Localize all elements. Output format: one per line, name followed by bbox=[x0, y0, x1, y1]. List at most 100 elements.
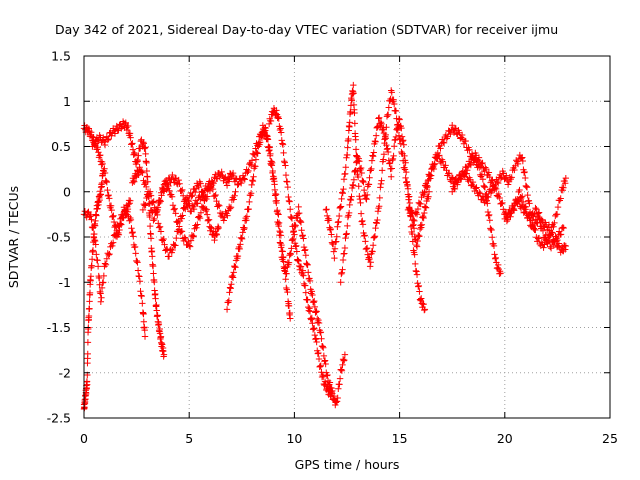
data-point bbox=[341, 356, 348, 364]
data-point bbox=[103, 255, 111, 262]
data-point bbox=[283, 284, 290, 292]
data-point bbox=[539, 217, 546, 225]
data-point bbox=[292, 243, 299, 250]
data-point bbox=[140, 140, 148, 147]
data-point bbox=[245, 205, 252, 213]
data-point bbox=[286, 206, 294, 213]
data-point bbox=[487, 225, 494, 232]
data-point bbox=[94, 263, 102, 270]
data-point bbox=[486, 173, 493, 181]
data-point bbox=[243, 213, 251, 220]
data-point bbox=[262, 132, 270, 139]
data-point bbox=[91, 237, 99, 245]
data-point bbox=[213, 230, 220, 238]
data-point bbox=[420, 214, 427, 222]
data-point bbox=[551, 219, 558, 227]
x-axis-label: GPS time / hours bbox=[295, 457, 400, 472]
data-point bbox=[310, 299, 317, 306]
data-point bbox=[360, 232, 368, 240]
data-point bbox=[204, 211, 211, 218]
data-point bbox=[247, 190, 255, 197]
data-point bbox=[557, 195, 564, 202]
data-point bbox=[204, 217, 212, 224]
data-point bbox=[377, 180, 385, 188]
data-point bbox=[311, 331, 319, 339]
data-point bbox=[161, 241, 168, 248]
data-point bbox=[404, 185, 412, 192]
data-point bbox=[421, 203, 429, 210]
data-point bbox=[561, 242, 568, 249]
data-point bbox=[288, 214, 295, 221]
data-point bbox=[301, 247, 308, 254]
data-point bbox=[130, 149, 138, 157]
data-point bbox=[413, 268, 420, 275]
data-point bbox=[491, 251, 498, 258]
data-point bbox=[90, 230, 98, 238]
data-point bbox=[330, 392, 338, 400]
data-point bbox=[322, 360, 329, 368]
data-point bbox=[522, 206, 529, 213]
data-point bbox=[302, 246, 309, 253]
data-point bbox=[414, 205, 422, 213]
data-point bbox=[418, 224, 425, 231]
data-point bbox=[390, 143, 398, 150]
data-point bbox=[229, 274, 237, 281]
data-point bbox=[336, 381, 343, 388]
data-point bbox=[165, 174, 172, 182]
series-track bbox=[89, 118, 168, 360]
data-point bbox=[363, 244, 371, 252]
data-point bbox=[419, 214, 426, 221]
data-point bbox=[277, 229, 284, 236]
data-point bbox=[390, 100, 398, 108]
data-point bbox=[490, 242, 498, 250]
data-point bbox=[376, 194, 383, 202]
data-point bbox=[156, 223, 164, 230]
data-point bbox=[190, 232, 197, 240]
data-point bbox=[335, 218, 342, 225]
data-point bbox=[383, 146, 391, 153]
data-point bbox=[464, 167, 471, 174]
data-point bbox=[534, 219, 541, 227]
data-point bbox=[519, 193, 526, 200]
data-point bbox=[335, 212, 343, 220]
data-point bbox=[220, 217, 227, 224]
data-point bbox=[345, 135, 352, 143]
data-point bbox=[87, 211, 95, 219]
data-point bbox=[342, 234, 349, 242]
data-point bbox=[547, 245, 555, 252]
data-point bbox=[359, 177, 367, 185]
data-point bbox=[520, 169, 528, 176]
data-point bbox=[132, 250, 139, 257]
data-point bbox=[297, 218, 304, 225]
data-point bbox=[315, 319, 323, 327]
data-point bbox=[389, 155, 397, 163]
data-point bbox=[238, 234, 245, 242]
data-point bbox=[359, 217, 366, 225]
data-point bbox=[227, 204, 235, 211]
data-point bbox=[366, 255, 373, 263]
data-point bbox=[88, 216, 95, 223]
data-point bbox=[305, 269, 312, 276]
data-point bbox=[321, 381, 328, 389]
data-point bbox=[415, 231, 422, 239]
data-point bbox=[411, 217, 418, 225]
data-point bbox=[174, 219, 181, 226]
data-point bbox=[184, 196, 192, 204]
data-point bbox=[347, 108, 354, 116]
data-point bbox=[136, 278, 144, 285]
data-point bbox=[347, 196, 355, 204]
data-point bbox=[514, 160, 522, 168]
x-tick-label: 25 bbox=[602, 431, 618, 446]
data-point bbox=[101, 165, 108, 172]
data-point bbox=[328, 389, 335, 396]
data-point bbox=[87, 213, 94, 220]
data-point bbox=[225, 174, 232, 182]
data-point bbox=[338, 366, 345, 373]
data-point bbox=[110, 212, 117, 219]
series-track bbox=[337, 114, 429, 314]
data-point bbox=[143, 159, 150, 167]
data-point bbox=[125, 201, 132, 208]
data-point bbox=[380, 156, 387, 163]
data-point bbox=[339, 256, 347, 264]
data-point bbox=[86, 298, 93, 305]
